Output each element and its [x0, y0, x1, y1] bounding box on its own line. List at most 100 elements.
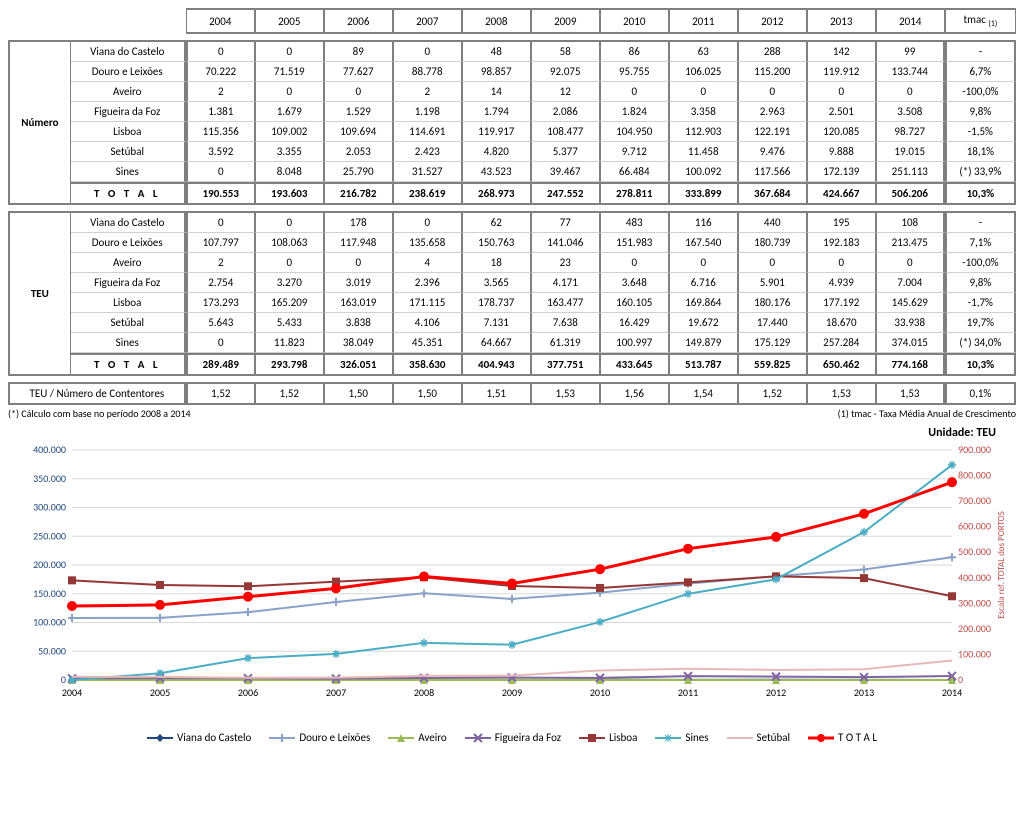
pct-cell: 7,1%: [945, 233, 1016, 253]
value-cell: 4.939: [807, 273, 876, 293]
value-cell: 9.712: [600, 142, 669, 162]
port-name: Figueira da Foz: [71, 273, 186, 293]
svg-text:0: 0: [958, 673, 963, 686]
total-row: T O T A L190.553193.603216.782238.619268…: [8, 182, 1016, 205]
year-header: 2011: [669, 8, 738, 34]
value-cell: 289.489: [186, 353, 255, 376]
legend-item: Sines: [655, 731, 708, 744]
data-row: Aveiro2002141200000-100,0%: [8, 82, 1016, 102]
value-cell: 95.755: [600, 62, 669, 82]
legend-item: Douro e Leixões: [269, 731, 370, 744]
value-cell: 48: [462, 40, 531, 62]
value-cell: 109.694: [324, 122, 393, 142]
pct-cell: 19,7%: [945, 313, 1016, 333]
value-cell: 92.075: [531, 62, 600, 82]
svg-text:2011: 2011: [678, 686, 698, 699]
value-cell: 3.592: [186, 142, 255, 162]
value-cell: 100.997: [600, 333, 669, 353]
value-cell: 104.950: [600, 122, 669, 142]
value-cell: 0: [324, 82, 393, 102]
value-cell: 116: [669, 211, 738, 233]
value-cell: 19.672: [669, 313, 738, 333]
value-cell: 213.475: [876, 233, 945, 253]
value-cell: 12: [531, 82, 600, 102]
value-cell: 108.063: [255, 233, 324, 253]
value-cell: 66.484: [600, 162, 669, 182]
value-cell: 114.691: [393, 122, 462, 142]
value-cell: 2: [186, 253, 255, 273]
svg-text:600.000: 600.000: [958, 520, 991, 533]
value-cell: 0: [600, 253, 669, 273]
line-chart: 050.000100.000150.000200.000250.000300.0…: [8, 440, 1016, 720]
port-name: Aveiro: [71, 82, 186, 102]
port-name: Douro e Leixões: [71, 62, 186, 82]
value-cell: 25.790: [324, 162, 393, 182]
value-cell: 7.638: [531, 313, 600, 333]
value-cell: 193.603: [255, 182, 324, 205]
port-name: Lisboa: [71, 293, 186, 313]
legend-label: Lisboa: [609, 731, 637, 744]
value-cell: 150.763: [462, 233, 531, 253]
data-row: Sines08.04825.79031.52743.52339.46766.48…: [8, 162, 1016, 182]
legend-label: Viana do Castelo: [177, 731, 251, 744]
value-cell: 1.198: [393, 102, 462, 122]
value-cell: 268.973: [462, 182, 531, 205]
svg-text:2007: 2007: [326, 686, 346, 699]
value-cell: 133.744: [876, 62, 945, 82]
pct-cell: -1,5%: [945, 122, 1016, 142]
pct-cell: 10,3%: [945, 353, 1016, 376]
year-header: 2014: [876, 8, 945, 34]
year-header: 2007: [393, 8, 462, 34]
pct-cell: -1,7%: [945, 293, 1016, 313]
value-cell: 559.825: [738, 353, 807, 376]
value-cell: 0: [324, 253, 393, 273]
value-cell: 3.270: [255, 273, 324, 293]
value-cell: 358.630: [393, 353, 462, 376]
value-cell: 108: [876, 211, 945, 233]
legend-label: Sines: [685, 731, 708, 744]
value-cell: 45.351: [393, 333, 462, 353]
value-cell: 2.396: [393, 273, 462, 293]
value-cell: 100.092: [669, 162, 738, 182]
value-cell: 173.293: [186, 293, 255, 313]
value-cell: 23: [531, 253, 600, 273]
value-cell: 293.798: [255, 353, 324, 376]
chart-legend: Viana do CasteloDouro e LeixõesAveiroFig…: [8, 723, 1016, 744]
port-name: Lisboa: [71, 122, 186, 142]
value-cell: 2.086: [531, 102, 600, 122]
svg-text:2005: 2005: [150, 686, 170, 699]
legend-label: Douro e Leixões: [299, 731, 370, 744]
value-cell: 19.015: [876, 142, 945, 162]
svg-text:2006: 2006: [238, 686, 258, 699]
chart-title: Unidade: TEU: [8, 422, 1016, 440]
value-cell: 3.355: [255, 142, 324, 162]
svg-text:250.000: 250.000: [33, 529, 66, 542]
value-cell: 169.864: [669, 293, 738, 313]
value-cell: 107.797: [186, 233, 255, 253]
svg-text:350.000: 350.000: [33, 472, 66, 485]
year-header: 2004: [186, 8, 255, 34]
svg-text:200.000: 200.000: [958, 622, 991, 635]
value-cell: 0: [669, 253, 738, 273]
value-cell: 2.053: [324, 142, 393, 162]
value-cell: 374.015: [876, 333, 945, 353]
value-cell: 8.048: [255, 162, 324, 182]
value-cell: 4.106: [393, 313, 462, 333]
value-cell: 119.917: [462, 122, 531, 142]
port-name: T O T A L: [71, 182, 186, 205]
ratio-value: 1,53: [876, 382, 945, 405]
value-cell: 0: [669, 82, 738, 102]
value-cell: 377.751: [531, 353, 600, 376]
value-cell: 109.002: [255, 122, 324, 142]
value-cell: 4.171: [531, 273, 600, 293]
value-cell: 63: [669, 40, 738, 62]
value-cell: 190.553: [186, 182, 255, 205]
value-cell: 333.899: [669, 182, 738, 205]
pct-cell: 9,8%: [945, 273, 1016, 293]
value-cell: 108.477: [531, 122, 600, 142]
value-cell: 141.046: [531, 233, 600, 253]
port-name: Aveiro: [71, 253, 186, 273]
value-cell: 71.519: [255, 62, 324, 82]
legend-label: Figueira da Foz: [495, 731, 561, 744]
value-cell: 171.115: [393, 293, 462, 313]
